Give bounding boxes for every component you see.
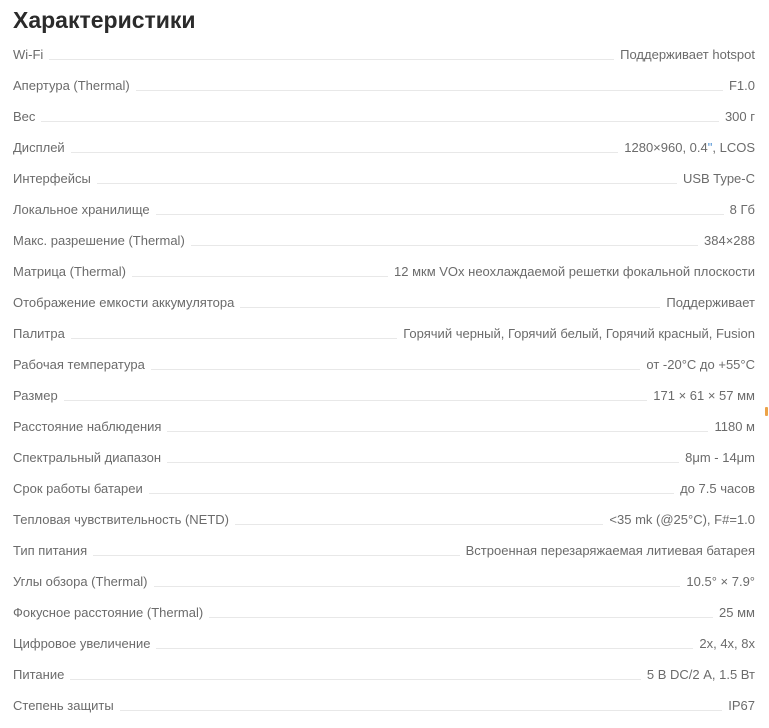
spec-row: Апертура (Thermal) F1.0 — [0, 69, 769, 100]
spec-row: Степень защиты IP67 — [0, 689, 769, 720]
spec-value: 2x, 4x, 8x — [699, 636, 755, 651]
leader-line — [148, 493, 675, 494]
spec-label: Тепловая чувствительность (NETD) — [13, 512, 229, 527]
leader-line — [119, 710, 723, 711]
value-part: , LCOS — [712, 140, 755, 155]
spec-row: Размер 171 × 61 × 57 мм — [0, 379, 769, 410]
spec-row: Вес 300 г — [0, 100, 769, 131]
spec-label: Фокусное расстояние (Thermal) — [13, 605, 204, 620]
leader-line — [235, 524, 604, 525]
spec-value: 1180 м — [714, 419, 755, 434]
spec-label: Макс. разрешение (Thermal) — [13, 233, 185, 248]
leader-line — [70, 152, 619, 153]
spec-value: <35 mk (@25°C), F#=1.0 — [609, 512, 755, 527]
spec-label: Отображение емкости аккумулятора — [13, 295, 235, 310]
leader-line — [150, 369, 641, 370]
spec-row: Срок работы батареи до 7.5 часов — [0, 472, 769, 503]
leader-line — [49, 59, 615, 60]
spec-value: 384×288 — [704, 233, 755, 248]
spec-label: Тип питания — [13, 543, 88, 558]
spec-label: Питание — [13, 667, 65, 682]
leader-line — [190, 245, 699, 246]
spec-value: 8 Гб — [729, 202, 755, 217]
spec-value: Горячий черный, Горячий белый, Горячий к… — [403, 326, 755, 341]
leader-line — [135, 90, 723, 91]
spec-value: 1280×960, 0.4", LCOS — [624, 140, 755, 155]
spec-value: 12 мкм VOx неохлаждаемой решетки фокальн… — [394, 264, 755, 279]
value-part: 1280×960, 0.4 — [624, 140, 708, 155]
spec-value: 5 В DC/2 А, 1.5 Вт — [646, 667, 755, 682]
spec-row: Рабочая температура от -20°C до +55°C — [0, 348, 769, 379]
spec-row: Тепловая чувствительность (NETD) <35 mk … — [0, 503, 769, 534]
page-title: Характеристики — [13, 7, 196, 33]
spec-value: 171 × 61 × 57 мм — [653, 388, 755, 403]
spec-row: Wi-Fi Поддерживает hotspot — [0, 38, 769, 69]
spec-value: до 7.5 часов — [680, 481, 755, 496]
spec-label: Интерфейсы — [13, 171, 91, 186]
spec-label: Палитра — [13, 326, 65, 341]
spec-row: Макс. разрешение (Thermal) 384×288 — [0, 224, 769, 255]
spec-row: Тип питания Встроенная перезаряжаемая ли… — [0, 534, 769, 565]
spec-label: Дисплей — [13, 140, 65, 155]
spec-row: Углы обзора (Thermal) 10.5° × 7.9° — [0, 565, 769, 596]
spec-table: Wi-Fi Поддерживает hotspot Апертура (The… — [0, 38, 769, 720]
spec-row: Отображение емкости аккумулятора Поддерж… — [0, 286, 769, 317]
leader-line — [167, 431, 709, 432]
spec-label: Рабочая температура — [13, 357, 145, 372]
spec-row: Цифровое увеличение 2x, 4x, 8x — [0, 627, 769, 658]
spec-row: Локальное хранилище 8 Гб — [0, 193, 769, 224]
leader-line — [70, 679, 641, 680]
spec-value: 300 г — [724, 109, 755, 124]
spec-row: Дисплей 1280×960, 0.4", LCOS — [0, 131, 769, 162]
leader-line — [96, 183, 677, 184]
leader-line — [132, 276, 388, 277]
spec-value: Поддерживает — [666, 295, 755, 310]
spec-value: Встроенная перезаряжаемая литиевая батар… — [465, 543, 755, 558]
leader-line — [63, 400, 648, 401]
spec-value: F1.0 — [728, 78, 755, 93]
spec-value: 8μm - 14μm — [685, 450, 755, 465]
leader-line — [240, 307, 661, 308]
spec-label: Вес — [13, 109, 36, 124]
spec-row: Расстояние наблюдения 1180 м — [0, 410, 769, 441]
edge-marker-icon — [765, 407, 768, 416]
leader-line — [156, 648, 694, 649]
spec-label: Спектральный диапазон — [13, 450, 162, 465]
spec-value: Поддерживает hotspot — [620, 47, 755, 62]
leader-line — [167, 462, 680, 463]
leader-line — [41, 121, 719, 122]
spec-value: от -20°C до +55°C — [646, 357, 755, 372]
spec-label: Wi-Fi — [13, 47, 44, 62]
spec-label: Степень защиты — [13, 698, 114, 713]
spec-label: Апертура (Thermal) — [13, 78, 130, 93]
spec-label: Размер — [13, 388, 58, 403]
spec-label: Цифровое увеличение — [13, 636, 151, 651]
spec-label: Локальное хранилище — [13, 202, 150, 217]
spec-row: Матрица (Thermal) 12 мкм VOx неохлаждаем… — [0, 255, 769, 286]
spec-value: IP67 — [728, 698, 755, 713]
spec-row: Интерфейсы USB Type-C — [0, 162, 769, 193]
leader-line — [70, 338, 398, 339]
leader-line — [155, 214, 724, 215]
leader-line — [153, 586, 681, 587]
spec-label: Углы обзора (Thermal) — [13, 574, 148, 589]
spec-row: Палитра Горячий черный, Горячий белый, Г… — [0, 317, 769, 348]
spec-row: Спектральный диапазон 8μm - 14μm — [0, 441, 769, 472]
spec-row: Фокусное расстояние (Thermal) 25 мм — [0, 596, 769, 627]
spec-row: Питание 5 В DC/2 А, 1.5 Вт — [0, 658, 769, 689]
spec-label: Срок работы батареи — [13, 481, 143, 496]
spec-label: Матрица (Thermal) — [13, 264, 126, 279]
leader-line — [209, 617, 714, 618]
value-accent-part: " — [707, 140, 713, 155]
spec-label: Расстояние наблюдения — [13, 419, 162, 434]
spec-value: 10.5° × 7.9° — [686, 574, 755, 589]
spec-value: USB Type-C — [682, 171, 755, 186]
spec-value: 25 мм — [719, 605, 755, 620]
leader-line — [93, 555, 460, 556]
